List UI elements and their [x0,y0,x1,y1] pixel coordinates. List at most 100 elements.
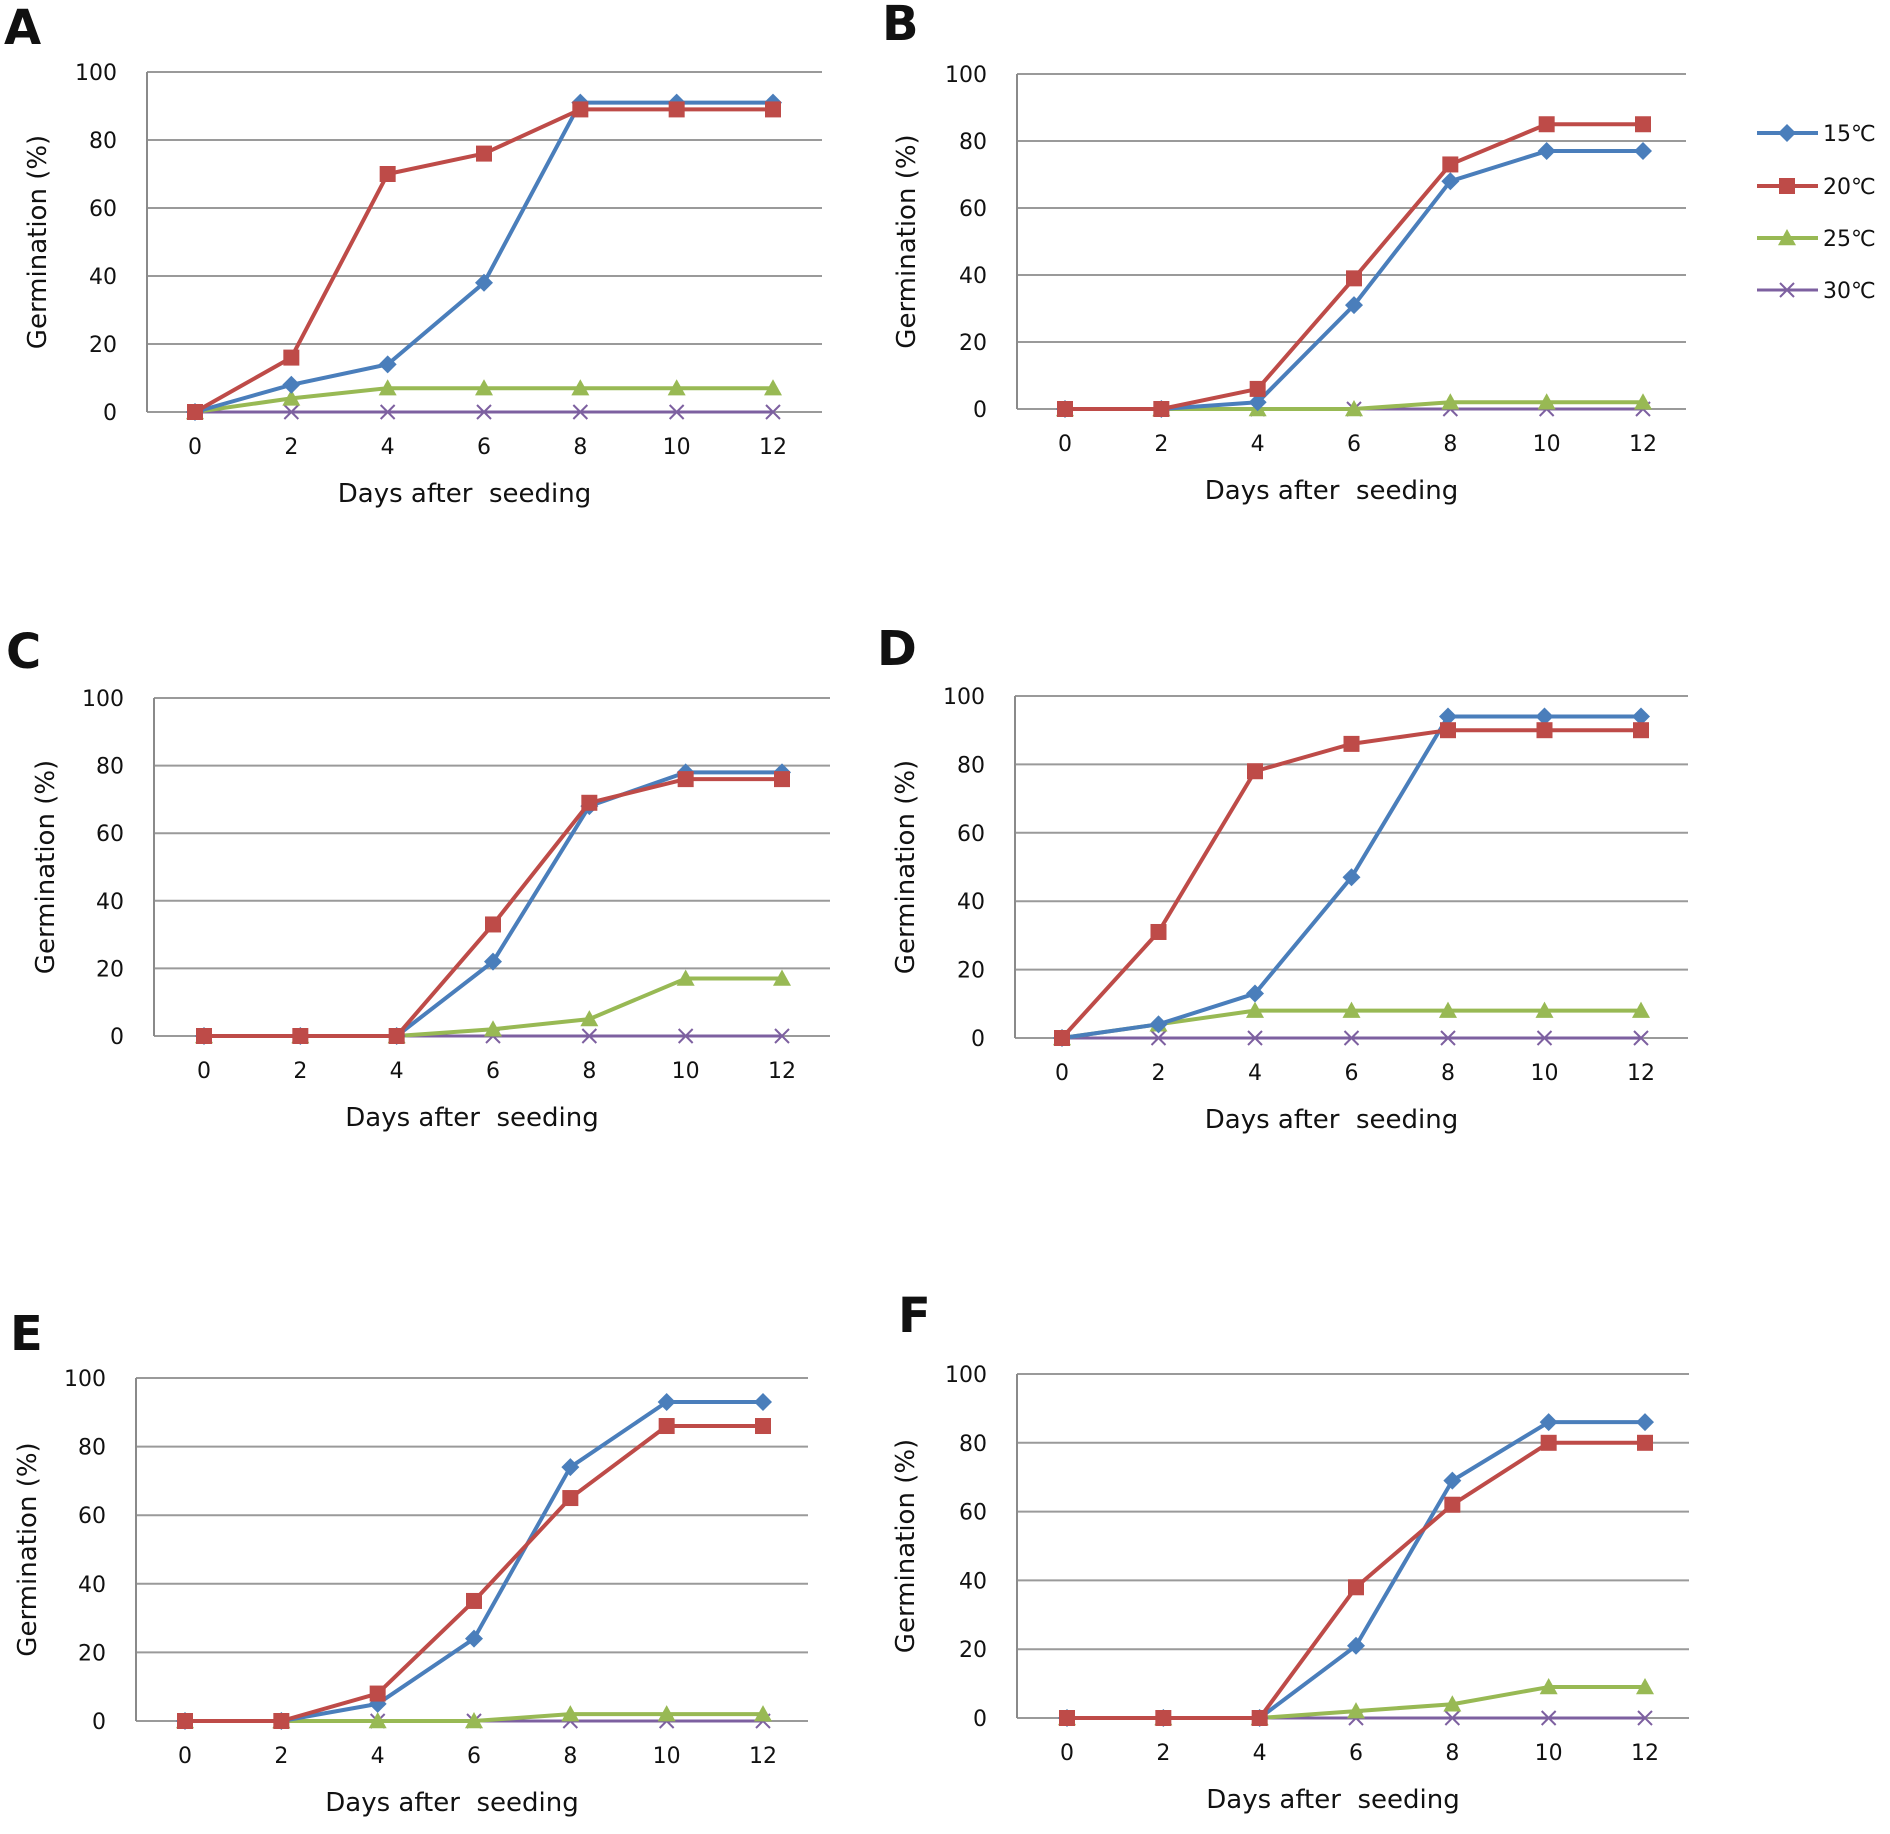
point-b-2-12 [1634,393,1652,410]
point-d-1-4 [1247,763,1263,780]
point-e-1-0 [177,1713,193,1729]
chart-panel-e: E 0 20 40 60 80 100 0 2 4 6 8 10 12 Days after seeding… [10,1306,808,1818]
point-e-1-2 [273,1713,290,1729]
y-tick-label-b-40: 40 [959,264,987,289]
point-a-2-6 [475,379,493,396]
point-b-1-0 [1057,401,1073,417]
y-tick-label-d-60: 60 [957,822,985,847]
x-tick-label-c-8: 8 [582,1059,596,1084]
y-axis-title-f: Germination (%) [891,1439,921,1653]
y-tick-label-c-60: 60 [96,822,124,847]
y-tick-label-b-20: 20 [959,331,987,356]
y-tick-label-e-40: 40 [78,1573,106,1598]
point-a-0-2 [282,375,301,394]
x-tick-label-c-6: 6 [486,1059,500,1084]
point-a-1-0 [187,404,203,420]
chart-panel-c: C 0 20 40 60 80 100 0 2 4 6 8 10 12 Days after seeding… [6,624,830,1133]
series-line-e-1 [185,1424,763,1723]
point-e-1-4 [369,1685,386,1702]
point-c-1-8 [581,794,598,811]
y-tick-label-c-40: 40 [96,890,124,915]
y-tick-label-a-100: 100 [75,61,117,86]
point-a-3-6 [476,404,492,420]
legend-marker-2 [1778,229,1796,246]
point-a-2-2 [282,389,301,406]
point-e-1-12 [755,1418,771,1435]
y-tick-label-f-0: 0 [973,1707,987,1732]
point-d-0-12 [1632,707,1650,726]
point-a-2-12 [764,379,782,396]
y-tick-label-e-80: 80 [78,1436,106,1461]
point-d-1-8 [1440,722,1456,739]
point-e-2-12 [754,1705,772,1722]
x-tick-label-b-8: 8 [1443,432,1457,457]
x-tick-label-b-2: 2 [1154,432,1168,457]
point-b-1-6 [1346,270,1362,287]
y-tick-label-a-80: 80 [89,129,117,154]
point-c-0-6 [484,952,502,971]
point-f-1-12 [1637,1434,1653,1451]
y-tick-label-e-60: 60 [78,1504,106,1529]
point-c-2-10 [676,969,695,986]
panel-letter-d: D [877,621,917,677]
point-d-3-8 [1440,1030,1456,1046]
series-line-f-0 [1067,1420,1645,1720]
legend: 15℃ 20℃ 25℃ 30℃ [1757,122,1876,304]
x-tick-label-e-6: 6 [467,1744,481,1769]
x-tick-label-b-10: 10 [1533,432,1561,457]
point-e-0-10 [657,1393,676,1412]
point-d-2-6 [1342,1001,1361,1018]
point-f-2-12 [1636,1678,1654,1695]
point-a-1-6 [476,145,492,162]
point-f-0-8 [1443,1471,1462,1490]
y-axis-title-a: Germination (%) [23,135,53,349]
x-tick-label-a-12: 12 [759,435,787,460]
panel-letter-a: A [4,0,41,56]
point-a-3-4 [379,404,396,420]
point-f-1-4 [1251,1710,1268,1726]
point-f-3-10 [1540,1710,1557,1726]
panel-letter-b: B [882,0,919,52]
y-tick-label-b-0: 0 [973,398,987,423]
point-a-2-10 [667,379,686,396]
point-c-1-0 [196,1028,212,1044]
point-e-2-8 [561,1705,580,1722]
point-f-1-8 [1444,1496,1461,1513]
point-f-1-0 [1059,1710,1075,1726]
series-line-c-1 [204,777,782,1038]
point-e-0-12 [754,1393,772,1412]
point-b-1-2 [1153,401,1170,417]
point-d-1-2 [1150,923,1167,940]
point-d-3-10 [1536,1030,1553,1046]
x-tick-label-f-6: 6 [1349,1741,1363,1766]
y-tick-label-d-20: 20 [957,959,985,984]
point-c-3-12 [774,1028,790,1044]
point-d-3-4 [1247,1030,1263,1046]
x-tick-label-e-10: 10 [653,1744,681,1769]
point-a-2-8 [571,379,590,396]
y-tick-label-a-40: 40 [89,265,117,290]
panel-letter-f: F [898,1288,931,1344]
point-a-1-12 [765,101,781,118]
x-tick-label-b-6: 6 [1347,432,1361,457]
point-c-2-8 [580,1010,599,1027]
point-f-0-12 [1636,1413,1654,1432]
y-tick-label-b-60: 60 [959,197,987,222]
point-a-3-12 [765,404,781,420]
point-e-0-6 [465,1629,483,1648]
x-axis-title-e: Days after seeding [325,1788,578,1818]
point-a-1-8 [572,101,589,118]
point-b-0-4 [1248,393,1267,412]
x-tick-label-a-0: 0 [188,435,202,460]
point-f-1-6 [1348,1579,1364,1596]
x-tick-label-f-12: 12 [1631,1741,1659,1766]
point-d-2-4 [1246,1001,1264,1018]
chart-panel-a: A 0 20 40 60 80 100 0 2 4 6 8 10 12 Days after seeding… [4,0,822,509]
y-tick-label-d-0: 0 [971,1027,985,1052]
x-axis-title-b: Days after seeding [1205,476,1458,506]
point-d-1-10 [1536,722,1553,739]
point-d-2-10 [1535,1001,1554,1018]
legend-marker-3 [1779,282,1795,298]
point-f-3-12 [1637,1710,1653,1726]
point-f-2-8 [1443,1695,1462,1712]
